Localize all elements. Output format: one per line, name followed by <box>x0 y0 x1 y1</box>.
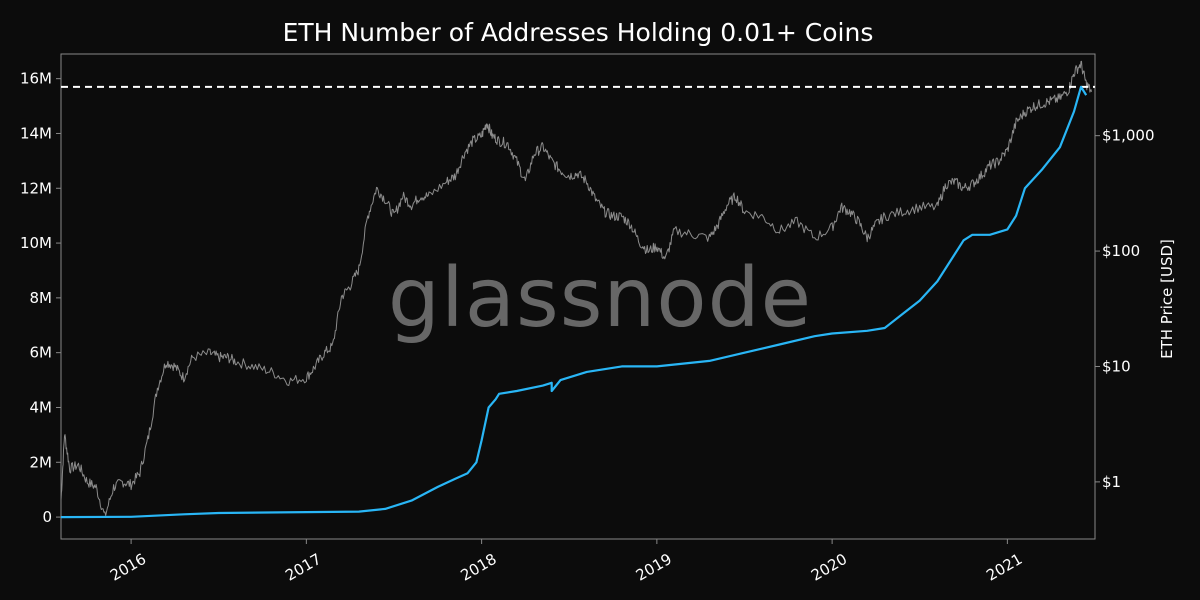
y-right-tick-label: $1,000 <box>1102 127 1155 145</box>
y-right-axis-label: ETH Price [USD] <box>1158 239 1176 359</box>
y-right-tick-label: $100 <box>1102 242 1140 260</box>
plot-frame <box>60 53 1096 540</box>
chart-title: ETH Number of Addresses Holding 0.01+ Co… <box>283 18 874 47</box>
y-left-tick-label: 6M <box>30 344 53 362</box>
y-left-tick-label: 16M <box>20 70 52 88</box>
series-line-eth-price <box>60 60 1092 516</box>
y-left-tick-label: 2M <box>30 453 53 471</box>
y-left-tick-label: 10M <box>20 234 52 252</box>
y-left-tick-label: 4M <box>30 398 53 416</box>
series-line-addresses <box>60 85 1088 519</box>
watermark-text: glassnode <box>388 251 812 346</box>
y-left-tick-label: 14M <box>20 124 52 142</box>
y-right-tick-label: $10 <box>1102 357 1131 375</box>
y-left-tick-label: 8M <box>30 289 53 307</box>
y-left-tick-label: 0 <box>42 508 52 526</box>
y-left-tick-label: 12M <box>20 179 52 197</box>
y-right-tick-label: $1 <box>1102 473 1121 491</box>
